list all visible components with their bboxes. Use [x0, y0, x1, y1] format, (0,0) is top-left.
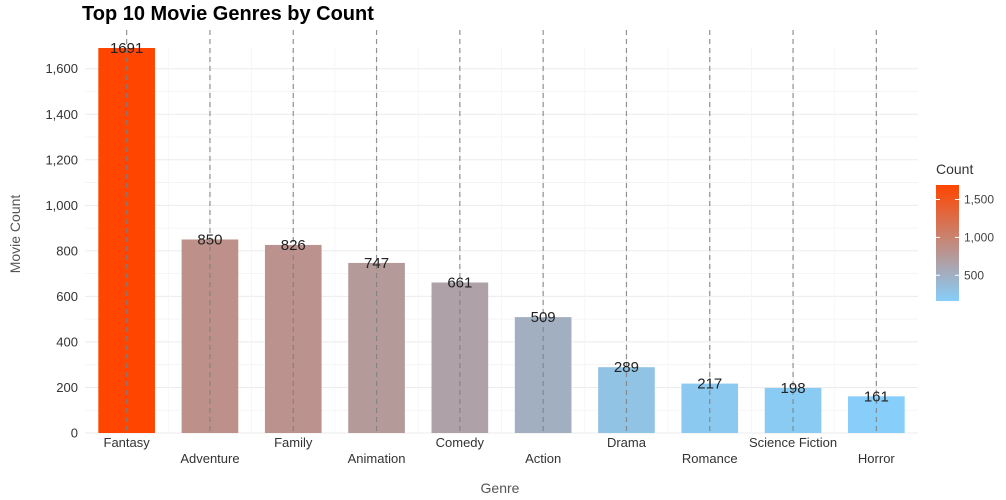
y-tick-label: 0: [71, 426, 78, 441]
legend-tick-label: 500: [964, 268, 984, 282]
legend-tick-label: 1,500: [964, 192, 994, 206]
x-tick-label: Comedy: [436, 435, 485, 450]
x-tick-label: Animation: [348, 451, 406, 466]
x-tick-label: Drama: [607, 435, 647, 450]
y-tick-label: 1,200: [45, 152, 78, 167]
y-tick-label: 1,000: [45, 198, 78, 213]
x-tick-label: Science Fiction: [749, 435, 837, 450]
x-axis-title: Genre: [481, 480, 520, 496]
x-tick-label: Action: [525, 451, 561, 466]
data-label: 1691: [110, 40, 143, 57]
y-tick-label: 600: [56, 289, 78, 304]
x-tick-label: Adventure: [180, 451, 239, 466]
color-legend: Count 500 1,000 1,500: [936, 161, 994, 301]
data-label: 289: [614, 359, 639, 376]
data-label: 217: [697, 376, 722, 393]
y-tick-label: 800: [56, 243, 78, 258]
data-label: 661: [447, 275, 472, 292]
data-label: 850: [197, 231, 222, 248]
x-tick-label: Romance: [682, 451, 738, 466]
y-tick-label: 400: [56, 334, 78, 349]
chart-title: Top 10 Movie Genres by Count: [82, 3, 374, 25]
y-tick-label: 1,400: [45, 107, 78, 122]
y-tick-label: 1,600: [45, 61, 78, 76]
x-tick-label: Fantasy: [104, 435, 151, 450]
legend-title: Count: [936, 161, 973, 177]
data-labels: 1691 850 826 747 661 509 289 217 198 161: [110, 40, 889, 405]
data-label: 161: [864, 388, 889, 405]
data-label: 747: [364, 255, 389, 272]
y-axis: 0 200 400 600 800 1,000 1,200 1,400 1,600: [45, 61, 78, 440]
legend-tick-label: 1,000: [964, 230, 994, 244]
dashed-lines: [126, 30, 877, 433]
x-tick-label: Family: [274, 435, 313, 450]
x-tick-label: Horror: [858, 451, 896, 466]
y-tick-label: 200: [56, 380, 78, 395]
legend-colorbar: [936, 185, 959, 301]
data-label: 509: [531, 309, 556, 326]
x-axis: Fantasy Adventure Family Animation Comedy Act…: [104, 435, 896, 466]
y-axis-title: Movie Count: [7, 195, 23, 274]
data-label: 826: [281, 237, 306, 254]
data-label: 198: [781, 380, 806, 397]
